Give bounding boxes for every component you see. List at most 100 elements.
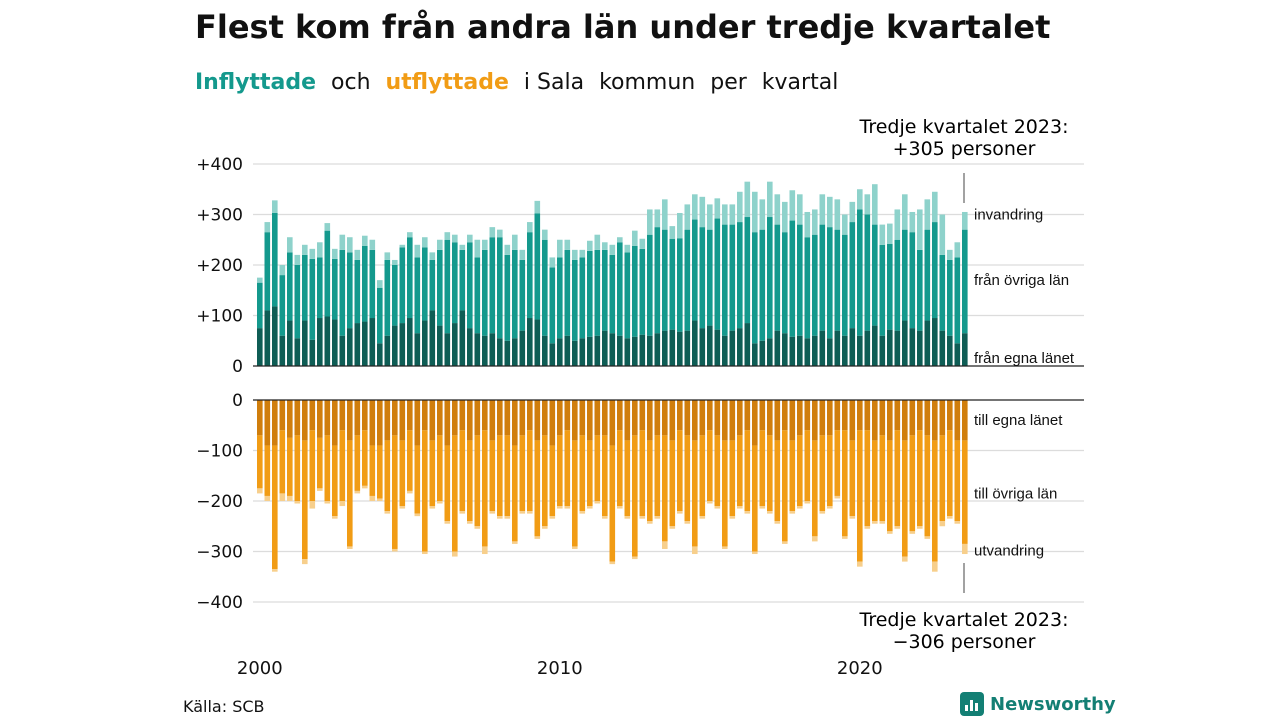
bar-bottom bbox=[879, 400, 886, 436]
bar-top bbox=[692, 219, 698, 321]
bar-top bbox=[699, 328, 706, 366]
bar-top bbox=[489, 333, 496, 366]
bar-top bbox=[422, 237, 428, 248]
bar-bottom bbox=[497, 400, 503, 436]
bar-bottom bbox=[669, 400, 676, 441]
bar-top bbox=[669, 238, 676, 330]
bar-bottom bbox=[939, 521, 946, 527]
y-tick-label: −400 bbox=[196, 593, 243, 613]
bar-top bbox=[452, 234, 458, 243]
bar-top bbox=[887, 223, 893, 244]
bar-top bbox=[489, 237, 496, 334]
bar-bottom bbox=[699, 400, 706, 436]
bar-bottom bbox=[954, 400, 961, 441]
bar-top bbox=[287, 252, 293, 321]
bar-bottom bbox=[939, 435, 946, 522]
bar-bottom bbox=[834, 400, 841, 431]
bar-top bbox=[804, 237, 811, 339]
bar-top bbox=[579, 338, 586, 366]
subtitle-per: per bbox=[710, 70, 747, 95]
bar-bottom bbox=[692, 440, 698, 547]
bar-bottom bbox=[857, 400, 863, 431]
bar-bottom bbox=[669, 526, 676, 529]
bar-top bbox=[414, 333, 421, 366]
bar-bottom bbox=[324, 400, 331, 436]
bar-bottom bbox=[399, 440, 406, 507]
bar-top bbox=[812, 209, 818, 235]
bar-bottom bbox=[812, 536, 818, 542]
bar-top bbox=[924, 199, 931, 230]
bar-bottom bbox=[602, 400, 608, 436]
bar-bottom bbox=[849, 400, 856, 441]
bar-top bbox=[302, 320, 308, 366]
bar-bottom bbox=[527, 511, 533, 514]
bar-top bbox=[834, 199, 841, 230]
bar-top bbox=[579, 249, 586, 258]
bar-bottom bbox=[459, 400, 466, 431]
bars-inflyttade bbox=[257, 181, 968, 366]
x-tick-label: 2000 bbox=[237, 658, 283, 679]
bar-bottom bbox=[932, 440, 938, 562]
bar-top bbox=[347, 328, 353, 366]
subtitle-kvartal: kvartal bbox=[761, 70, 839, 95]
bar-bottom bbox=[407, 490, 413, 494]
bar-bottom bbox=[797, 400, 803, 436]
bar-bottom bbox=[399, 506, 406, 509]
bar-bottom bbox=[752, 400, 758, 446]
bar-bottom bbox=[774, 521, 781, 524]
bar-bottom bbox=[827, 400, 833, 436]
bar-top bbox=[452, 242, 458, 324]
bar-top bbox=[572, 340, 578, 366]
bar-top bbox=[444, 333, 451, 366]
bar-top bbox=[654, 333, 661, 366]
bar-bottom bbox=[579, 435, 586, 512]
bar-bottom bbox=[452, 551, 458, 557]
bar-top bbox=[909, 211, 916, 233]
y-tick-label: −200 bbox=[196, 492, 243, 512]
bar-bottom bbox=[677, 430, 683, 512]
bar-top bbox=[699, 196, 706, 228]
bar-bottom bbox=[864, 400, 871, 431]
bar-bottom bbox=[587, 506, 593, 509]
bar-top bbox=[819, 330, 826, 366]
bar-bottom bbox=[647, 400, 653, 441]
bar-top bbox=[527, 232, 533, 319]
bar-bottom bbox=[549, 400, 556, 446]
bar-top bbox=[789, 220, 796, 337]
bar-bottom bbox=[782, 541, 788, 544]
bar-top bbox=[347, 237, 353, 253]
bar-top bbox=[737, 191, 743, 223]
bar-top bbox=[324, 316, 331, 366]
bar-top bbox=[407, 232, 413, 238]
bar-top bbox=[744, 181, 751, 218]
subtitle-kommun: kommun bbox=[599, 70, 696, 95]
bar-top bbox=[789, 190, 796, 221]
bar-bottom bbox=[287, 400, 293, 438]
y-tick-label: 0 bbox=[232, 357, 243, 377]
subtitle-utflyttade: utflyttade bbox=[385, 70, 509, 95]
bar-top bbox=[429, 252, 436, 260]
bar-bottom bbox=[279, 493, 286, 501]
bar-top bbox=[362, 321, 368, 366]
bar-top bbox=[729, 204, 736, 225]
bar-bottom bbox=[482, 400, 488, 431]
bar-top bbox=[759, 199, 766, 230]
bar-bottom bbox=[369, 445, 376, 496]
bar-bottom bbox=[684, 521, 691, 524]
bar-bottom bbox=[407, 430, 413, 491]
bar-top bbox=[902, 229, 908, 321]
bar-bottom bbox=[264, 400, 271, 446]
bar-top bbox=[722, 335, 728, 366]
bar-top bbox=[842, 335, 848, 366]
bar-bottom bbox=[504, 435, 511, 517]
bar-bottom bbox=[857, 561, 863, 567]
y-tick-label: 0 bbox=[232, 391, 243, 411]
bar-top bbox=[504, 254, 511, 341]
bar-top bbox=[534, 213, 541, 320]
bar-top bbox=[549, 267, 556, 344]
bar-top bbox=[542, 239, 548, 336]
bar-bottom bbox=[309, 400, 316, 431]
bar-bottom bbox=[842, 400, 848, 431]
bar-top bbox=[414, 257, 421, 334]
bar-top bbox=[894, 209, 901, 240]
